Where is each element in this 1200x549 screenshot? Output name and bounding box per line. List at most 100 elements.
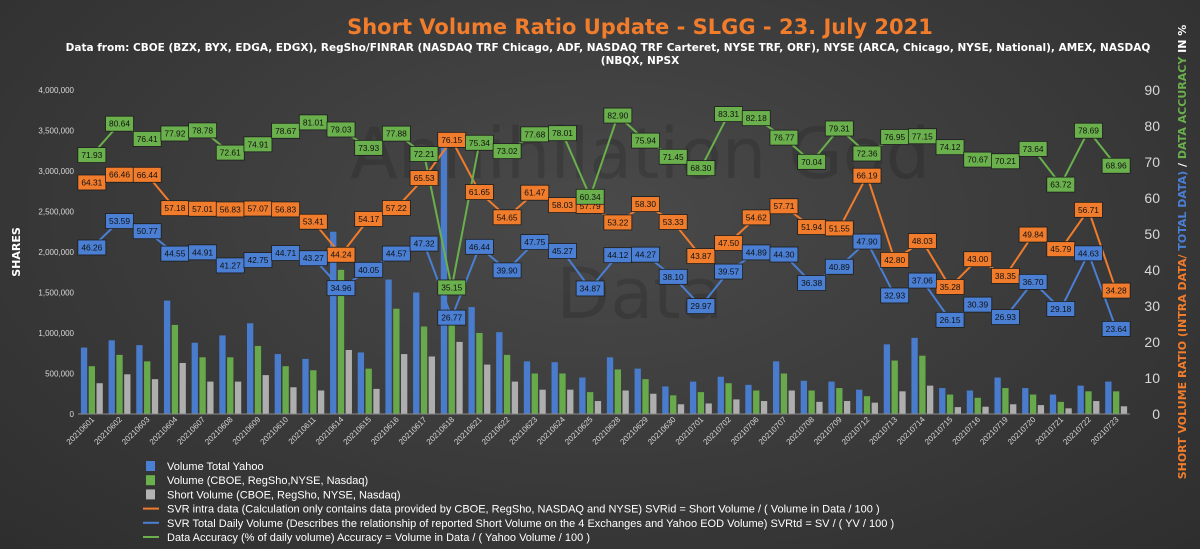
data-label-box-accuracy [631,132,660,149]
data-label-box-accuracy [354,139,384,156]
bar-short [345,350,352,414]
bar-yahoo [939,388,946,414]
data-label-svr-total: 37.06 [912,276,933,286]
bar-yahoo [966,390,974,414]
data-label-svr-intra: 54.62 [746,212,767,222]
bar-yahoo [883,344,891,414]
data-label-box-svr-intra [714,235,743,251]
bar-short [124,374,131,414]
data-label-accuracy: 72.36 [857,149,878,159]
x-tick-label: 20210630 [646,415,678,447]
data-label-svr-total: 40.89 [829,262,850,272]
data-label-box-accuracy [852,145,882,162]
data-label-svr-total: 44.12 [607,250,628,260]
y-right-axis-title-part: IN % [1176,25,1189,57]
data-label-box-svr-intra [686,248,716,264]
data-label-accuracy: 72.61 [220,148,241,158]
bar-short [760,401,768,414]
legend-entry: SVR Total Daily Volume (Describes the re… [167,518,894,530]
bar-data [780,373,788,414]
data-label-accuracy: 76.41 [137,134,158,144]
data-label-box-accuracy [409,146,439,162]
data-label-box-accuracy [326,121,356,138]
x-tick-label: 20210706 [729,415,761,447]
x-tick-label: 20210715 [923,415,955,447]
data-label-box-svr-total [686,298,716,315]
data-label-accuracy: 81.01 [303,117,324,127]
bar-yahoo [163,300,171,414]
data-label-svr-total: 26.15 [940,315,961,325]
bar-short [539,389,546,414]
data-label-accuracy: 80.64 [109,119,130,129]
bar-yahoo [246,323,254,414]
data-label-svr-intra: 57.71 [773,201,794,211]
x-tick-label: 20210616 [369,415,401,447]
data-label-box-svr-total [1018,273,1048,290]
data-label-svr-total: 44.71 [275,248,296,258]
data-label-box-accuracy [381,125,411,142]
y-right-tick-label: 0 [1152,406,1160,422]
bar-yahoo [302,358,309,414]
data-label-box-accuracy [1046,176,1076,193]
data-label-svr-intra: 43.00 [967,254,988,264]
bar-yahoo [80,347,88,414]
data-label-box-accuracy [188,122,217,139]
data-label-accuracy: 60.34 [580,192,601,202]
bar-data [614,369,621,414]
data-label-box-accuracy [243,136,273,153]
data-label-svr-intra: 57.18 [164,203,185,213]
y-right-tick-label: 80 [1144,118,1160,134]
x-tick-label: 20210614 [314,415,346,447]
data-label-svr-total: 47.75 [524,237,545,247]
data-label-accuracy: 73.64 [1023,144,1044,154]
data-label-box-svr-intra [298,213,328,230]
bar-yahoo [689,381,697,414]
data-label-svr-total: 46.44 [469,242,490,252]
data-label-box-svr-intra [381,200,411,216]
data-label-accuracy: 74.12 [940,142,961,152]
x-tick-label: 20210712 [840,415,872,447]
data-label-svr-total: 29.18 [1050,304,1071,314]
data-label-box-accuracy [741,110,771,127]
bar-yahoo [468,307,475,414]
bar-short [816,401,823,414]
bar-data [393,308,400,414]
y-right-tick-label: 10 [1144,370,1160,386]
bar-yahoo [1105,381,1112,414]
data-label-svr-intra: 54.17 [358,214,379,224]
bar-short [1093,401,1100,414]
x-tick-label: 20210622 [480,415,512,447]
data-label-accuracy: 82.90 [607,111,628,121]
data-label-box-svr-intra [769,198,799,215]
legend-swatch [146,475,155,486]
data-label-svr-total: 40.05 [358,265,379,275]
legend-entry: SVR intra data (Calculation only contain… [167,504,880,516]
bar-short [733,399,740,414]
x-tick-label: 20210708 [785,415,817,447]
data-label-svr-intra: 66.46 [109,170,130,180]
data-label-box-svr-intra [631,196,660,213]
bar-data [420,326,428,414]
x-tick-label: 20210611 [287,415,319,447]
data-label-svr-total: 46.26 [81,242,102,252]
data-label-svr-intra: 53.33 [663,217,684,227]
data-label-box-svr-total [77,239,107,256]
data-label-box-accuracy [1074,122,1103,139]
bar-data [116,354,123,414]
x-tick-label: 20210624 [535,415,567,447]
data-label-box-svr-total [298,250,328,267]
data-label-accuracy: 83.31 [718,109,739,119]
data-label-accuracy: 70.21 [995,156,1016,166]
data-label-box-svr-intra [824,220,854,237]
bar-short [484,364,491,414]
data-label-box-svr-intra [409,170,439,186]
x-tick-label: 20210723 [1089,415,1121,447]
data-label-svr-intra: 58.30 [635,199,656,209]
data-label-svr-intra: 43.87 [690,251,711,261]
data-label-box-svr-intra [658,214,688,230]
data-label-svr-intra: 61.65 [469,187,490,197]
bar-data [254,345,262,414]
data-label-svr-intra: 51.94 [801,222,822,232]
bar-yahoo [274,354,281,414]
